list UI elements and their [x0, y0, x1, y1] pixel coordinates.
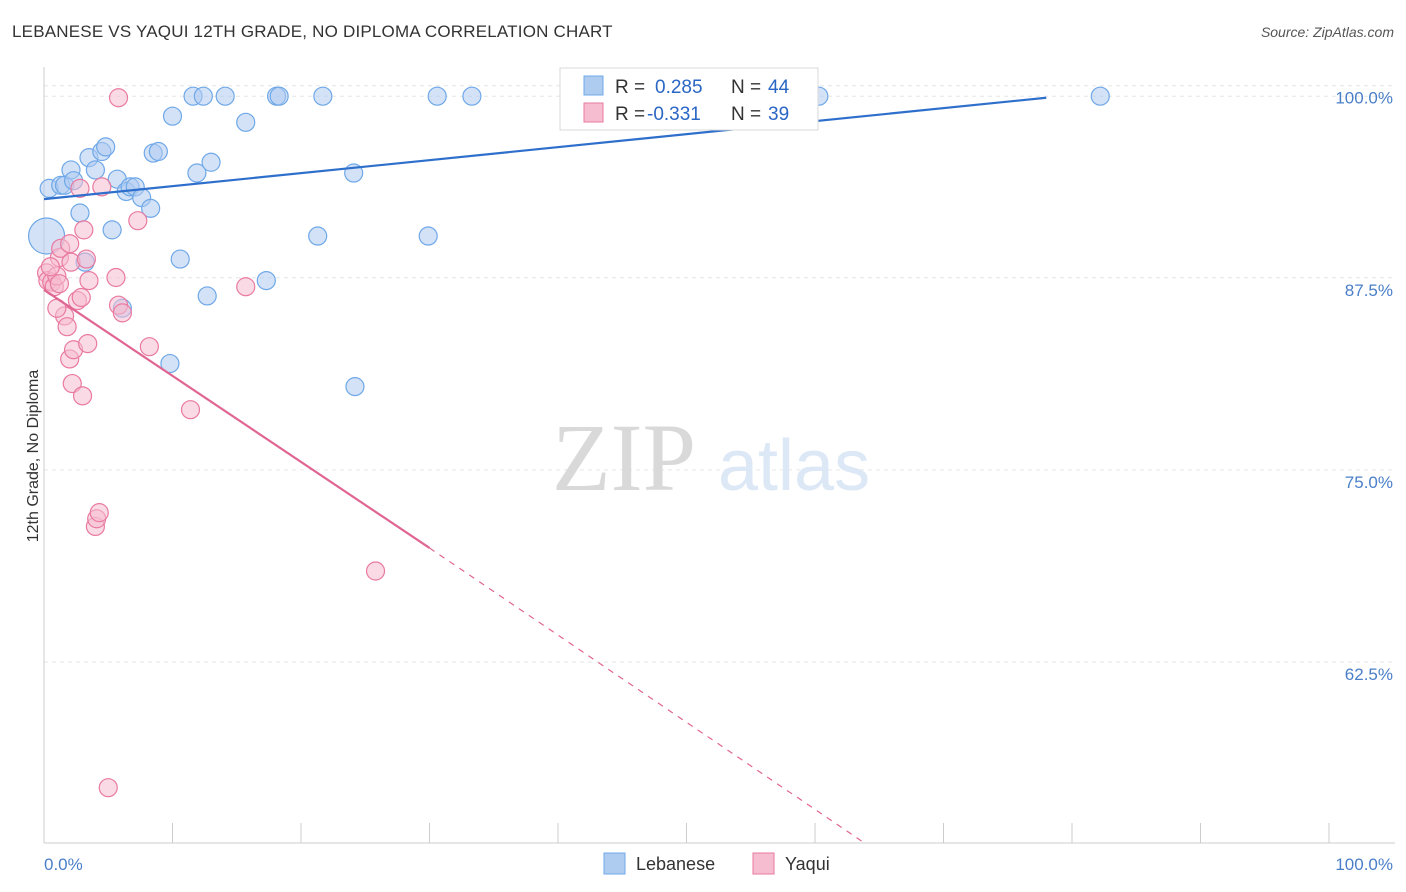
lebanese-point-36 — [313, 86, 333, 106]
yaqui-point-9 — [57, 317, 77, 337]
yaqui-point-10 — [60, 234, 80, 254]
bottom-legend-label-yaqui: Yaqui — [785, 854, 830, 874]
legend-n-value-yaqui: 39 — [768, 104, 789, 125]
yaqui-point-13 — [62, 373, 82, 394]
yaqui-point-12 — [61, 252, 81, 272]
yaqui-point-24 — [89, 503, 109, 523]
tick-labels: 100.0% 87.5% 75.0% 62.5% 0.0% 100.0% — [44, 89, 1393, 874]
yaqui-point-17 — [71, 287, 91, 308]
y-tick-label-3: 62.5% — [1345, 665, 1393, 684]
lebanese-point-6 — [70, 203, 90, 223]
legend-n-label-lebanese: N = — [731, 77, 761, 98]
lebanese-point-32 — [256, 270, 276, 291]
yaqui-point-38 — [112, 303, 132, 323]
x-tick-label-0: 0.0% — [44, 855, 83, 874]
y-axis-label: 12th Grade, No Diploma — [25, 370, 42, 543]
bottom-legend-label-lebanese: Lebanese — [636, 854, 715, 874]
yaqui-trend-extension — [429, 547, 865, 844]
legend-n-value-lebanese: 44 — [768, 77, 790, 98]
lebanese-point-29 — [201, 152, 221, 172]
lebanese-point-21 — [148, 141, 168, 162]
yaqui-point-30 — [128, 211, 148, 231]
lebanese-point-41 — [462, 86, 482, 106]
source-label: Source: ZipAtlas.com — [1260, 24, 1394, 40]
bottom-legend: Lebanese Yaqui — [603, 852, 830, 875]
bottom-legend-swatch-yaqui — [752, 852, 775, 875]
yaqui-point-27 — [106, 267, 126, 288]
lebanese-point-26 — [187, 163, 207, 183]
lebanese-point-9 — [85, 160, 106, 180]
yaqui-point-25 — [92, 177, 112, 197]
series-lebanese — [27, 86, 1110, 397]
bottom-legend-swatch-lebanese — [603, 852, 626, 875]
watermark-zip: ZIP — [552, 404, 696, 511]
lebanese-point-28 — [197, 286, 217, 306]
legend-r-value-lebanese: 0.285 — [655, 77, 703, 98]
lebanese-point-39 — [418, 226, 438, 246]
legend-r-label-lebanese: R = — [615, 77, 645, 98]
series-yaqui — [36, 88, 386, 798]
lebanese-point-38 — [345, 377, 365, 397]
yaqui-point-34 — [365, 561, 386, 581]
chart-title: LEBANESE VS YAQUI 12TH GRADE, NO DIPLOMA… — [12, 22, 613, 41]
gridlines — [44, 85, 1395, 663]
lebanese-point-11 — [96, 137, 116, 157]
lebanese-point-34 — [269, 86, 289, 106]
watermark-atlas: atlas — [718, 426, 870, 506]
y-tick-label-0: 100.0% — [1335, 89, 1393, 108]
lebanese-point-22 — [160, 353, 180, 374]
lebanese-point-19 — [141, 198, 161, 218]
lebanese-point-43 — [1090, 86, 1110, 106]
yaqui-point-37 — [76, 249, 97, 269]
yaqui-point-26 — [98, 778, 118, 798]
lebanese-point-12 — [102, 220, 122, 240]
yaqui-point-33 — [236, 277, 256, 297]
yaqui-point-19 — [74, 220, 94, 240]
legend-r-value-yaqui: -0.331 — [647, 104, 701, 125]
lebanese-point-31 — [236, 112, 256, 132]
legend-swatch-yaqui — [583, 102, 604, 123]
yaqui-point-32 — [180, 400, 201, 420]
yaqui-point-18 — [72, 386, 93, 406]
lebanese-trend-line — [43, 96, 1047, 201]
yaqui-trend-line — [43, 288, 431, 549]
watermark: ZIP atlas — [552, 404, 870, 511]
yaqui-point-21 — [79, 270, 99, 291]
legend-n-label-yaqui: N = — [731, 104, 761, 125]
x-tick-label-1: 100.0% — [1335, 855, 1393, 874]
yaqui-point-35 — [40, 257, 61, 277]
lebanese-point-35 — [308, 226, 328, 246]
lebanese-point-40 — [427, 86, 447, 106]
legend-swatch-lebanese — [583, 75, 604, 96]
lebanese-point-24 — [170, 249, 190, 269]
y-tick-label-2: 75.0% — [1345, 473, 1393, 492]
lebanese-point-27 — [193, 86, 213, 106]
yaqui-point-5 — [49, 274, 70, 294]
yaqui-point-20 — [78, 333, 98, 354]
yaqui-point-31 — [139, 337, 159, 357]
legend-r-label-yaqui: R = — [615, 104, 645, 125]
yaqui-point-29 — [108, 88, 129, 108]
yaqui-point-16 — [70, 178, 90, 198]
y-tick-label-1: 87.5% — [1345, 281, 1393, 300]
points-layer — [27, 86, 1110, 798]
lebanese-point-23 — [162, 106, 183, 126]
lebanese-point-30 — [215, 86, 235, 106]
legend: R = 0.285 N = 44 R = -0.331 N = 39 — [559, 67, 819, 131]
trend-layer — [43, 96, 1047, 844]
